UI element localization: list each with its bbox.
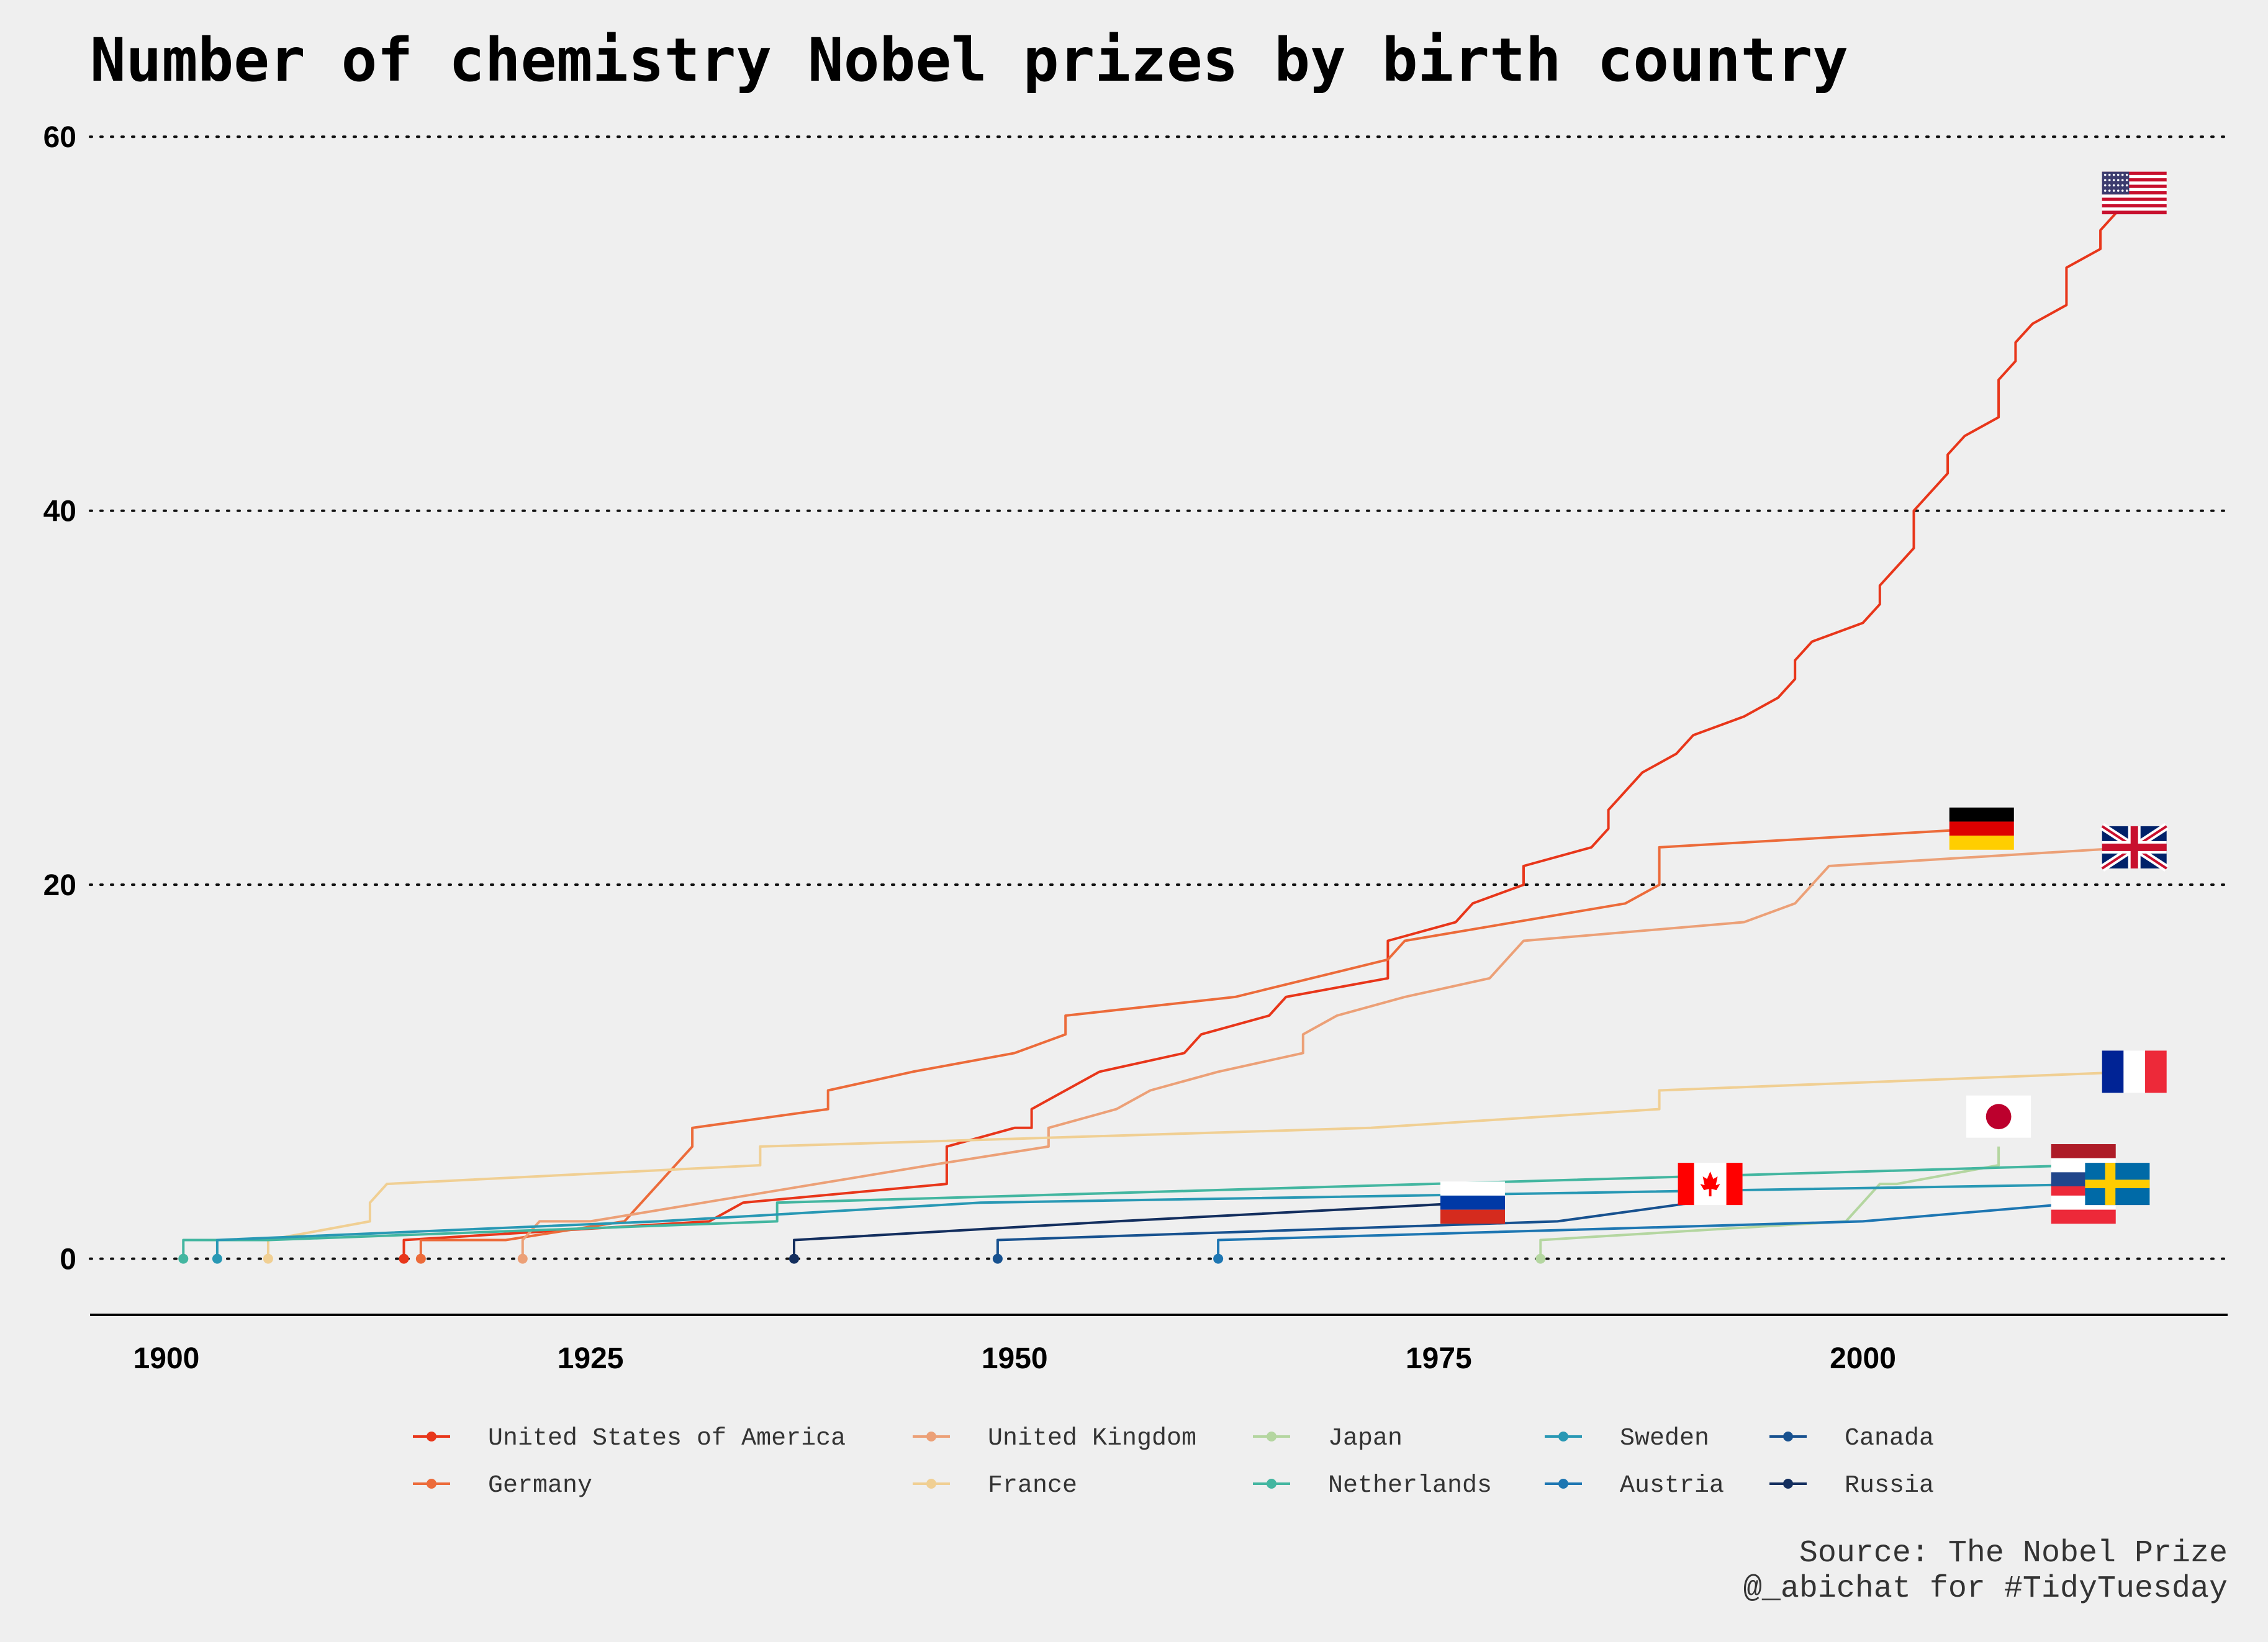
japan-flag-icon <box>1966 1095 2031 1138</box>
legend-item: United States of America <box>413 1425 846 1453</box>
series-line <box>1217 1201 2084 1259</box>
legend-item: Austria <box>1545 1472 1724 1500</box>
chart-title: Number of chemistry Nobel prizes by birt… <box>90 25 1848 95</box>
y-axis: 0 20 40 60 <box>43 121 76 1276</box>
legend-item: France <box>913 1472 1077 1500</box>
legend-label: United States of America <box>488 1425 846 1453</box>
uk-flag-icon <box>2100 823 2169 872</box>
legend-item: United Kingdom <box>913 1425 1196 1453</box>
grid <box>89 135 2229 1260</box>
sweden-flag-icon <box>2085 1163 2150 1206</box>
legend-label: Russia <box>1845 1472 1934 1500</box>
data-point <box>789 1253 800 1264</box>
x-tick-label: 1975 <box>1406 1342 1472 1375</box>
series-line <box>419 827 1982 1259</box>
legend-item: Russia <box>1769 1472 1934 1500</box>
legend-label: France <box>988 1472 1077 1500</box>
data-point <box>1213 1253 1224 1264</box>
x-tick-label: 1900 <box>133 1342 200 1375</box>
legend-label: Germany <box>488 1472 592 1500</box>
x-tick-label: 2000 <box>1830 1342 1896 1375</box>
y-tick-label: 0 <box>60 1243 76 1276</box>
legend-item: Sweden <box>1545 1425 1709 1453</box>
series-line <box>215 1183 2118 1259</box>
russia-flag-icon <box>1440 1181 1506 1224</box>
legend-item: Japan <box>1253 1425 1403 1453</box>
y-tick-label: 60 <box>43 121 76 154</box>
caption: Source: The Nobel Prize@_abichat for #Ti… <box>1743 1536 2228 1607</box>
usa-flag-icon <box>2102 171 2167 215</box>
legend-item: Canada <box>1769 1425 1934 1453</box>
legend-item: Germany <box>413 1472 592 1500</box>
legend-label: Japan <box>1328 1425 1403 1453</box>
caption-line: @_abichat for #TidyTuesday <box>1743 1571 2228 1607</box>
series-lines <box>178 210 2135 1264</box>
y-tick-label: 20 <box>43 869 76 902</box>
france-flag-icon <box>2102 1050 2167 1093</box>
legend-label: Canada <box>1845 1425 1934 1453</box>
legend-label: Austria <box>1620 1472 1724 1500</box>
series-line <box>1539 1146 2000 1259</box>
data-point <box>263 1253 273 1264</box>
x-tick-label: 1925 <box>558 1342 624 1375</box>
series-line <box>402 210 2135 1259</box>
germany-flag-icon <box>1949 807 2014 850</box>
series-line <box>521 846 2135 1259</box>
caption-line: Source: The Nobel Prize <box>1799 1536 2228 1571</box>
data-point <box>1535 1253 1546 1264</box>
data-point <box>517 1253 528 1264</box>
data-point <box>178 1253 189 1264</box>
series-line <box>182 1164 2084 1259</box>
legend-label: Sweden <box>1620 1425 1709 1453</box>
legend-label: United Kingdom <box>988 1425 1196 1453</box>
legend-label: Netherlands <box>1328 1472 1492 1500</box>
y-tick-label: 40 <box>43 495 76 528</box>
x-tick-label: 1950 <box>982 1342 1048 1375</box>
data-point <box>992 1253 1003 1264</box>
series-line <box>793 1201 1473 1259</box>
flags <box>1440 171 2169 1224</box>
data-point <box>399 1253 409 1264</box>
data-point <box>212 1253 222 1264</box>
data-point <box>415 1253 426 1264</box>
legend-item: Netherlands <box>1253 1472 1492 1500</box>
canada-flag-icon <box>1678 1163 1743 1206</box>
series-line <box>266 1070 2135 1259</box>
x-axis: 1900 1925 1950 1975 2000 <box>90 1314 2228 1375</box>
legend: United States of America Germany United Ki… <box>413 1425 1934 1500</box>
